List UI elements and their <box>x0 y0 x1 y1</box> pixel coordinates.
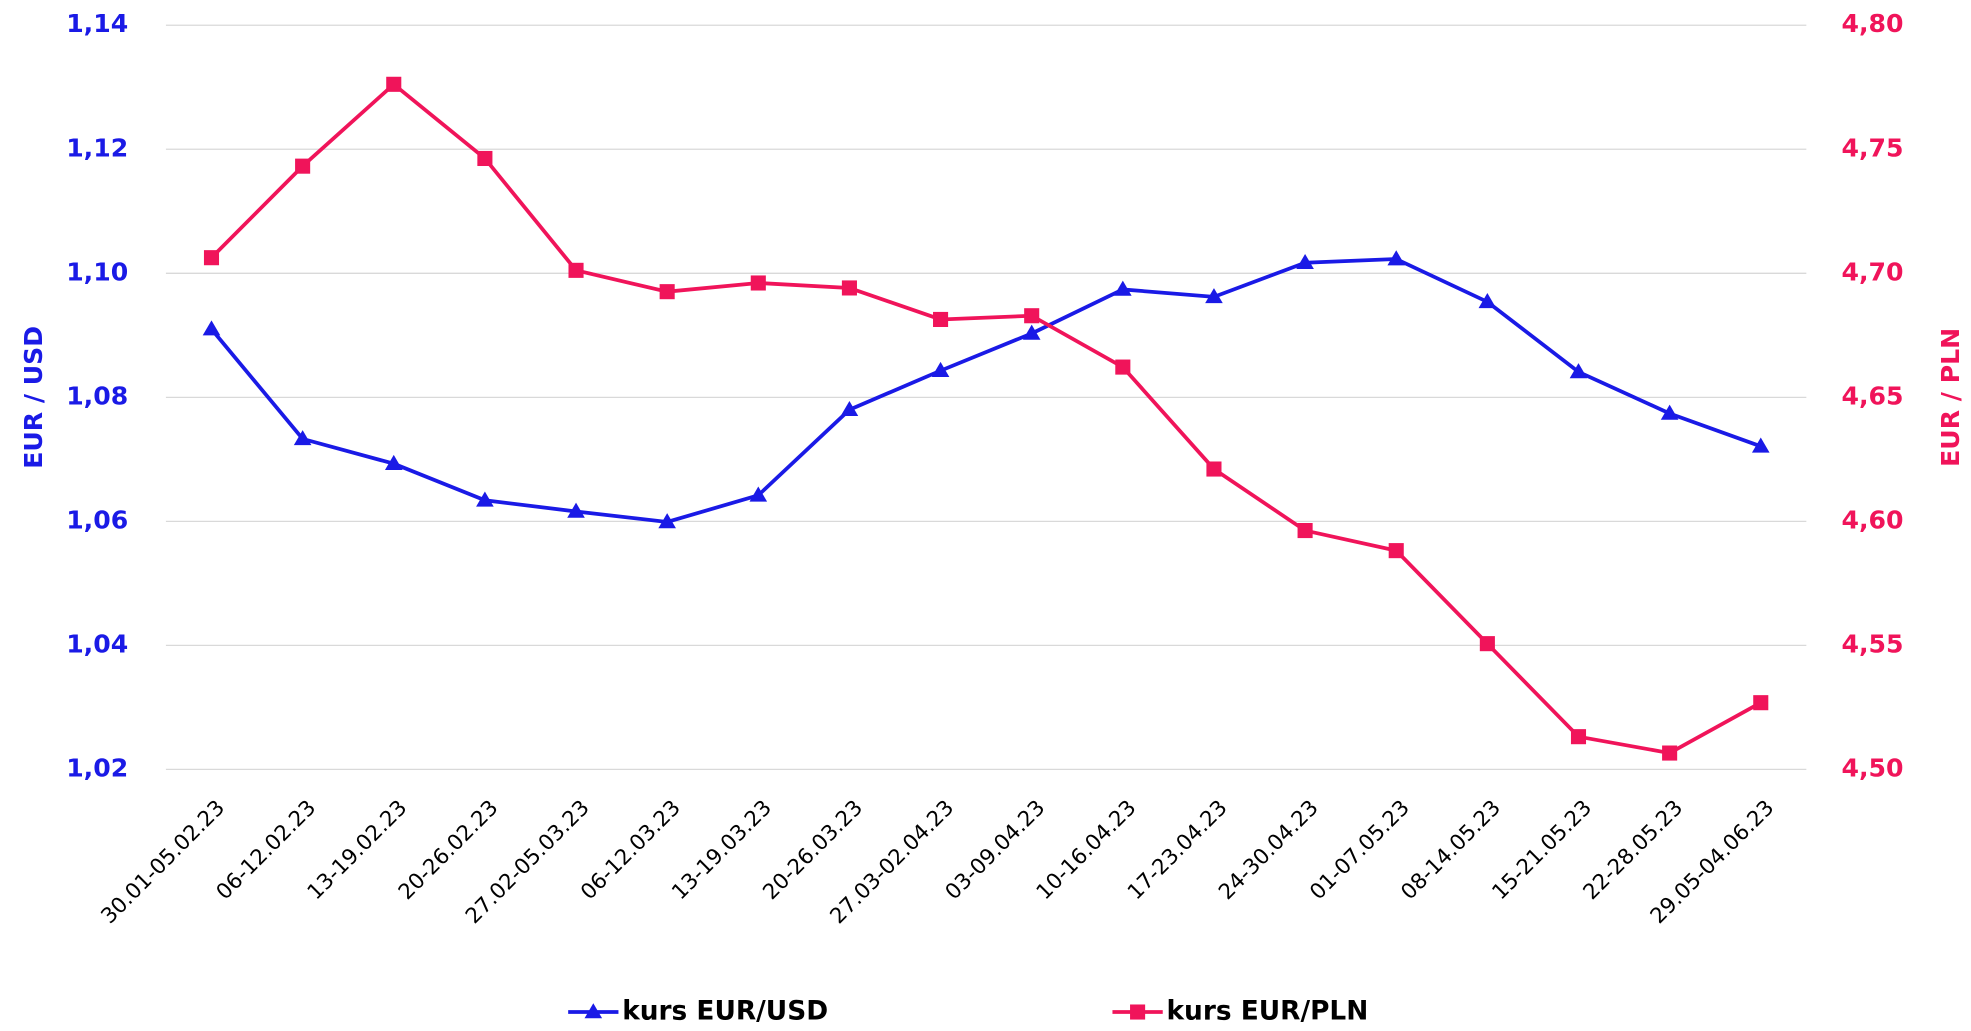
point <box>749 486 768 502</box>
point <box>1024 308 1040 324</box>
y-tick-label: 1,14 <box>66 9 128 38</box>
point <box>1753 695 1769 711</box>
point <box>933 311 949 327</box>
point <box>1205 288 1223 304</box>
y2-tick-label: 4,55 <box>1842 629 1904 658</box>
x-tick-label: 30.01-05.02.23 <box>96 795 230 929</box>
point <box>293 430 312 446</box>
point <box>1570 729 1587 745</box>
point <box>386 76 402 92</box>
y2-axis-title: EUR / PLN <box>1936 328 1965 467</box>
y-tick-label: 1,10 <box>66 257 128 286</box>
point <box>384 454 403 470</box>
point <box>1115 359 1131 375</box>
legend-label: kurs EUR/USD <box>622 997 828 1027</box>
y-tick-label: 1,12 <box>66 133 128 162</box>
point <box>931 361 950 377</box>
point <box>1660 404 1679 420</box>
point <box>203 250 220 266</box>
point <box>658 513 676 529</box>
y2-tick-label: 4,65 <box>1842 381 1904 410</box>
point <box>841 280 857 296</box>
y2-tick-label: 4,75 <box>1842 133 1904 162</box>
series-line <box>210 81 1762 756</box>
y-tick-label: 1,06 <box>66 505 128 534</box>
legend-marker <box>584 1003 603 1019</box>
point <box>1569 363 1588 379</box>
point <box>1114 280 1132 296</box>
point <box>477 150 493 167</box>
point <box>1022 324 1041 340</box>
point <box>1206 461 1222 477</box>
point <box>659 284 675 300</box>
point <box>1478 293 1497 309</box>
legend-label: kurs EUR/PLN <box>1167 997 1369 1027</box>
point <box>476 491 494 507</box>
y-tick-label: 1,02 <box>66 753 128 782</box>
point <box>840 400 859 417</box>
y2-tick-label: 4,80 <box>1842 9 1904 38</box>
y-tick-label: 1,08 <box>66 381 128 410</box>
series-line <box>210 257 1762 524</box>
point <box>202 320 221 336</box>
point <box>750 275 766 291</box>
point <box>1387 250 1406 266</box>
point <box>1296 253 1314 270</box>
point <box>1479 636 1495 652</box>
y2-tick-label: 4,60 <box>1842 505 1904 534</box>
point <box>567 502 585 518</box>
y-tick-label: 1,04 <box>66 629 128 658</box>
y-axis-title: EUR / USD <box>19 326 48 469</box>
y2-tick-label: 4,70 <box>1842 257 1904 286</box>
legend-marker <box>1130 1004 1146 1020</box>
point <box>1388 543 1404 559</box>
y2-tick-label: 4,50 <box>1842 753 1904 782</box>
point <box>1751 437 1770 453</box>
point <box>295 158 311 174</box>
point <box>1297 523 1313 539</box>
point <box>1662 745 1678 761</box>
point <box>568 262 584 278</box>
